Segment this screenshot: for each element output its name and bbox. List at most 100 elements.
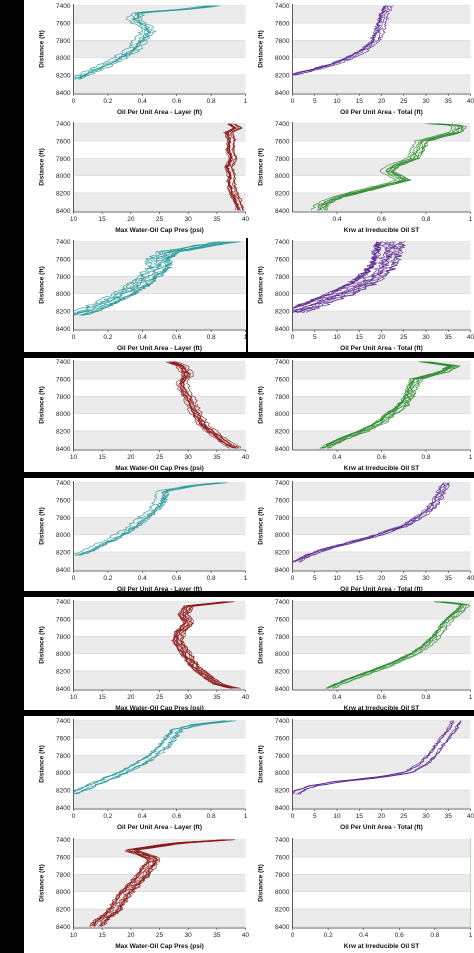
y-tick-label: 7800	[56, 394, 71, 401]
series-group	[310, 123, 467, 211]
x-axis-label: Oil Per Unit Area - Total (ft)	[340, 824, 423, 831]
grid-band	[73, 720, 246, 739]
chart-panel-r5c2: 7400 7600 7800 8000 8200 8400 0 5 10 15 20 25 30 35 40…	[246, 477, 474, 595]
y-axis-label: Distance (ft)	[39, 626, 46, 664]
series-line	[73, 241, 220, 312]
series-line	[73, 720, 225, 793]
frame-bar	[0, 477, 24, 596]
y-axis-label: Distance (ft)	[39, 386, 46, 424]
chart-panel-r4c1: 7400 7600 7800 8000 8200 8400 10 15 20 25 30 35 40 Ma…	[24, 356, 250, 474]
x-tick-label: 15	[356, 334, 364, 341]
series-group	[319, 361, 461, 449]
grid-band	[292, 361, 471, 380]
y-tick-label: 7800	[275, 753, 290, 760]
group-separator	[0, 710, 474, 716]
x-tick-label: 0.4	[332, 694, 341, 701]
y-axis-label: Distance (ft)	[39, 864, 46, 902]
y-tick-label: 8400	[275, 326, 290, 333]
y-tick-label: 7400	[275, 837, 290, 844]
x-tick-label: 10	[70, 216, 78, 223]
series-group	[73, 482, 228, 556]
x-tick-label: 0.4	[138, 334, 147, 341]
y-tick-label: 8200	[275, 549, 290, 556]
x-tick-label: 25	[400, 575, 408, 582]
series-line	[175, 601, 235, 689]
grid-band	[292, 396, 471, 414]
series-line	[292, 720, 455, 794]
y-tick-label: 8200	[275, 906, 290, 913]
x-tick-label: 25	[400, 813, 408, 820]
y-tick-label: 7600	[275, 257, 290, 264]
chart-panel-r2c2: 7400 7600 7800 8000 8200 8400 0.4 0.6 0.8 1 Krw at…	[246, 118, 474, 236]
y-axis-label: Distance (ft)	[258, 626, 265, 664]
x-tick-label: 0.6	[377, 694, 386, 701]
series-line	[328, 361, 461, 449]
frame-bar	[0, 834, 24, 953]
chart-panel-r1c1: 7400 7600 7800 8000 8200 8400 0 0.2 0.4 0.6 0.8 1 Oi…	[24, 0, 248, 118]
x-tick-label: 0	[72, 813, 76, 820]
x-tick-label: 20	[378, 98, 386, 105]
x-tick-label: 15	[356, 813, 364, 820]
y-tick-label: 8400	[275, 90, 290, 97]
y-tick-label: 7800	[275, 156, 290, 163]
x-axis-label: Oil Per Unit Area - Layer (ft)	[117, 109, 202, 116]
series-group	[73, 720, 237, 795]
series-line	[174, 361, 241, 449]
x-tick-label: 5	[313, 813, 317, 820]
x-tick-label: 20	[378, 813, 386, 820]
y-tick-label: 8000	[275, 55, 290, 62]
x-tick-label: 0.8	[207, 575, 216, 582]
y-axis-label: Distance (ft)	[39, 148, 46, 186]
grid-band	[292, 670, 471, 689]
y-tick-label: 8000	[56, 532, 71, 539]
x-tick-label: 1	[244, 813, 248, 820]
x-tick-label: 1	[469, 216, 473, 223]
x-tick-label: 0	[291, 932, 295, 939]
grid-band	[292, 908, 471, 927]
x-tick-label: 0	[72, 334, 76, 341]
chart-panel-r7c2: 7400 7600 7800 8000 8200 8400 0 5 10 15 20 25 30 35 40…	[246, 715, 474, 833]
series-line	[74, 5, 216, 80]
series-line	[327, 601, 463, 689]
series-line	[326, 601, 462, 689]
x-tick-label: 20	[378, 334, 386, 341]
x-tick-label: 0.4	[359, 932, 368, 939]
y-tick-label: 7600	[56, 617, 71, 624]
y-axis-label: Distance (ft)	[258, 507, 265, 545]
x-tick-label: 0.8	[207, 334, 216, 341]
x-axis-label: Max Water-Oil Cap Pres (psi)	[115, 227, 204, 234]
grid-band	[73, 158, 246, 176]
chart-panel-r6c2: 7400 7600 7800 8000 8200 8400 0.4 0.6 0.8 1 Krw at…	[246, 596, 474, 714]
x-tick-label: 20	[127, 216, 135, 223]
grid-band	[73, 276, 246, 294]
series-line	[75, 720, 237, 795]
x-tick-label: 30	[422, 813, 430, 820]
series-line	[79, 5, 221, 80]
grid-band	[73, 636, 246, 654]
series-line	[333, 601, 471, 689]
y-tick-label: 7800	[275, 274, 290, 281]
y-tick-label: 7400	[275, 480, 290, 487]
grid-band	[73, 430, 246, 449]
x-tick-label: 0	[72, 575, 76, 582]
series-line	[229, 123, 244, 211]
series-line	[318, 123, 460, 211]
series-line	[298, 241, 402, 314]
series-line	[172, 361, 240, 449]
series-line	[296, 241, 397, 314]
y-tick-label: 8000	[275, 532, 290, 539]
x-tick-label: 0	[291, 334, 295, 341]
series-group	[73, 5, 221, 80]
y-tick-label: 7800	[56, 515, 71, 522]
series-line	[298, 482, 450, 563]
x-tick-label: 35	[445, 813, 453, 820]
x-tick-label: 1	[244, 98, 248, 105]
series-group	[292, 5, 394, 76]
x-tick-label: 10	[333, 98, 341, 105]
series-line	[80, 241, 238, 316]
x-axis-label: Max Water-Oil Cap Pres (psi)	[115, 943, 204, 950]
y-tick-label: 8200	[56, 190, 71, 197]
